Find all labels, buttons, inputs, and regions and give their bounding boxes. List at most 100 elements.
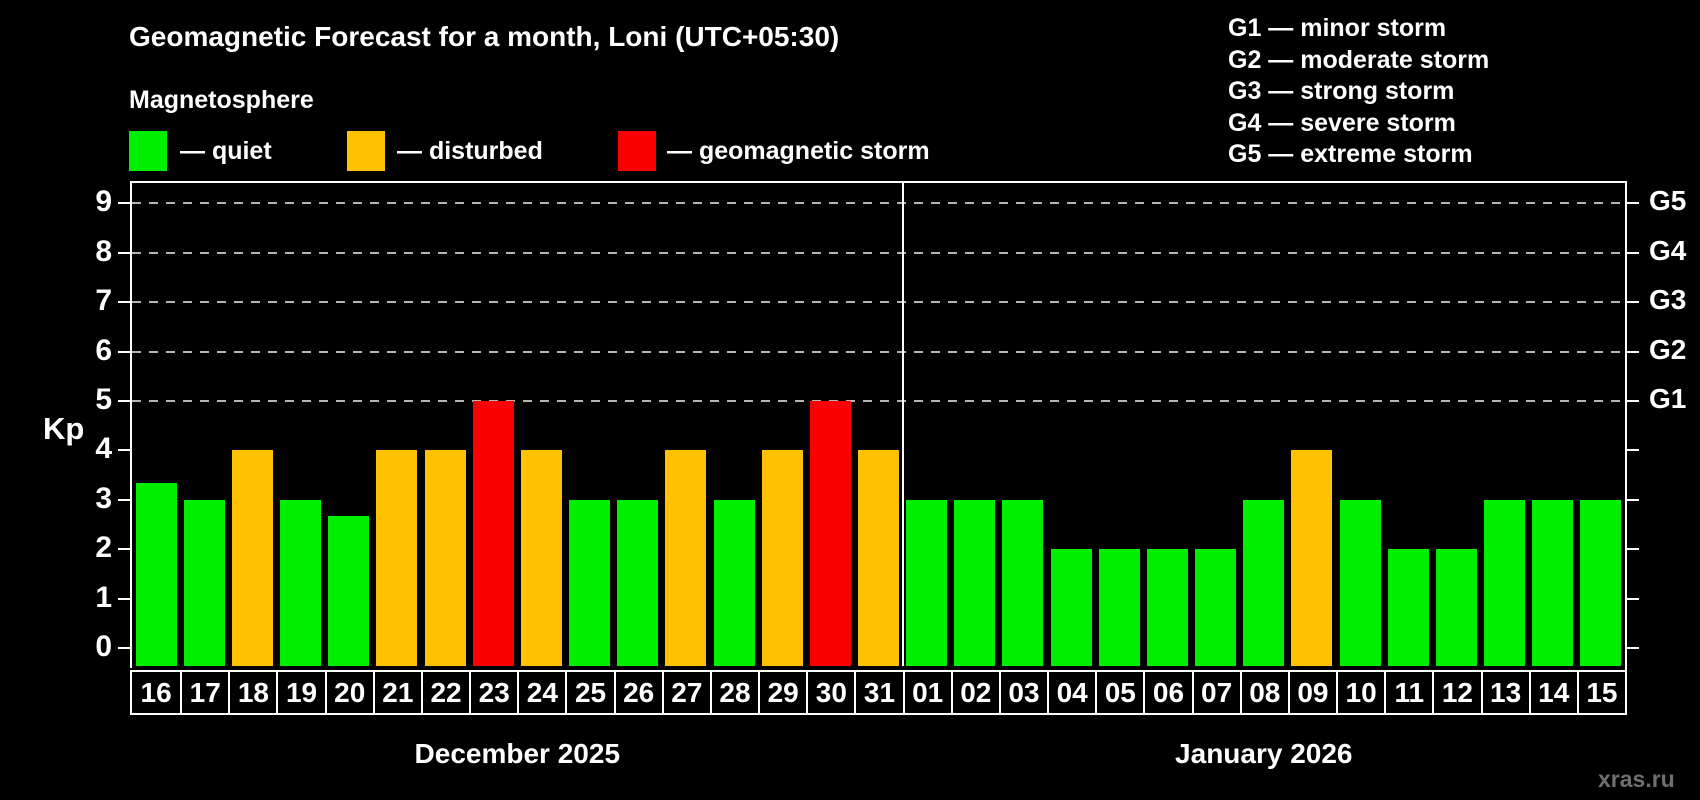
quiet-legend-label: — quiet bbox=[180, 137, 272, 165]
day-label-december-26: 26 bbox=[613, 672, 662, 713]
bar-december-29 bbox=[761, 450, 803, 666]
day-label-january-08: 08 bbox=[1239, 672, 1288, 713]
day-label-december-27: 27 bbox=[661, 672, 710, 713]
y-tick-label-7: 7 bbox=[95, 284, 112, 318]
y-tick-label-4: 4 bbox=[95, 432, 112, 466]
chart-title: Geomagnetic Forecast for a month, Loni (… bbox=[129, 21, 840, 52]
bar-january-08 bbox=[1243, 499, 1285, 666]
day-label-january-10: 10 bbox=[1336, 672, 1384, 713]
bar-december-26 bbox=[617, 499, 659, 666]
day-label-december-29: 29 bbox=[758, 672, 806, 713]
y-tick-left-6 bbox=[118, 350, 130, 353]
bar-december-31 bbox=[858, 450, 899, 666]
bar-january-11 bbox=[1387, 549, 1429, 666]
bar-december-21 bbox=[376, 450, 418, 666]
y-tick-right-6 bbox=[1627, 350, 1639, 353]
day-label-january-05: 05 bbox=[1095, 672, 1143, 713]
gridline-kp5 bbox=[132, 400, 1625, 402]
y-tick-left-5 bbox=[118, 400, 130, 402]
bar-january-06 bbox=[1146, 549, 1188, 666]
y-tick-label-5: 5 bbox=[95, 383, 112, 416]
disturbed-legend-label: — disturbed bbox=[397, 137, 543, 165]
day-label-december-30: 30 bbox=[806, 672, 854, 713]
day-label-december-16: 16 bbox=[140, 677, 172, 708]
y-tick-right-4 bbox=[1627, 449, 1639, 452]
bar-december-20 bbox=[328, 516, 370, 666]
day-label-december-23: 23 bbox=[469, 672, 517, 713]
gridline-kp8 bbox=[132, 251, 1625, 254]
bar-december-16 bbox=[135, 483, 177, 666]
y-tick-left-3 bbox=[118, 498, 130, 501]
y-tick-left-1 bbox=[118, 597, 130, 600]
bar-december-30 bbox=[809, 401, 851, 666]
day-label-january-12: 12 bbox=[1432, 672, 1480, 713]
day-label-december-19: 19 bbox=[276, 672, 324, 713]
day-label-january-13: 13 bbox=[1480, 672, 1529, 713]
storm-swatch-icon bbox=[618, 131, 656, 171]
bar-december-27 bbox=[665, 450, 707, 666]
day-label-january-14: 14 bbox=[1528, 672, 1577, 713]
y-tick-right-3 bbox=[1627, 498, 1639, 501]
y-tick-label-3: 3 bbox=[95, 481, 112, 515]
day-label-january-02: 02 bbox=[950, 672, 999, 713]
month-label: January 2026 bbox=[1175, 738, 1353, 769]
magnetosphere-legend-title: Magnetosphere bbox=[129, 86, 314, 114]
bar-january-14 bbox=[1532, 499, 1574, 666]
g5-legend-line: G5 — extreme storm bbox=[1228, 140, 1473, 168]
bar-january-03 bbox=[1002, 499, 1044, 666]
y-tick-label-9: 9 bbox=[95, 185, 112, 219]
day-label-january-15: 15 bbox=[1576, 672, 1625, 713]
y-axis-line bbox=[130, 181, 132, 668]
y-tick-left-9 bbox=[118, 202, 130, 205]
y-tick-label-1: 1 bbox=[95, 580, 112, 614]
quiet-swatch-icon bbox=[129, 131, 167, 171]
g3-legend-line: G3 — strong storm bbox=[1228, 77, 1455, 105]
bar-january-05 bbox=[1098, 549, 1140, 666]
day-label-december-25: 25 bbox=[565, 672, 613, 713]
day-label-january-01: 01 bbox=[902, 672, 951, 713]
bar-december-17 bbox=[183, 499, 225, 666]
y-tick-label-6: 6 bbox=[95, 333, 112, 367]
date-axis-row bbox=[130, 670, 1627, 715]
y-tick-label-2: 2 bbox=[95, 531, 112, 565]
y-tick-right-0 bbox=[1627, 647, 1639, 649]
day-label-january-03: 03 bbox=[998, 672, 1047, 713]
y-tick-left-4 bbox=[118, 449, 130, 452]
day-label-december-18: 18 bbox=[228, 672, 276, 713]
bar-december-23 bbox=[472, 401, 514, 666]
g-axis-label-G4: G4 bbox=[1649, 234, 1687, 266]
y-tick-left-8 bbox=[118, 251, 130, 254]
bar-january-07 bbox=[1195, 549, 1237, 666]
bar-december-18 bbox=[231, 450, 273, 666]
watermark: xras.ru bbox=[1598, 766, 1675, 792]
bar-january-10 bbox=[1339, 499, 1381, 666]
g-axis-label-G2: G2 bbox=[1649, 333, 1687, 365]
y-tick-left-7 bbox=[118, 301, 130, 304]
gridline-kp9 bbox=[132, 202, 1625, 205]
gridline-kp7 bbox=[132, 301, 1625, 304]
day-label-december-21: 21 bbox=[372, 672, 421, 713]
bar-january-15 bbox=[1580, 499, 1622, 666]
right-axis-line bbox=[1625, 181, 1627, 670]
bar-december-28 bbox=[713, 499, 755, 666]
month-label: December 2025 bbox=[414, 738, 621, 769]
disturbed-swatch-icon bbox=[347, 131, 385, 171]
day-label-december-24: 24 bbox=[517, 672, 565, 713]
gridline-kp6 bbox=[132, 350, 1625, 353]
storm-legend-label: — geomagnetic storm bbox=[667, 137, 930, 165]
bar-december-22 bbox=[424, 450, 466, 666]
y-tick-right-8 bbox=[1627, 251, 1639, 254]
y-tick-right-7 bbox=[1627, 301, 1639, 304]
g2-legend-line: G2 — moderate storm bbox=[1228, 45, 1490, 74]
day-label-january-07: 07 bbox=[1191, 672, 1240, 713]
bar-january-12 bbox=[1435, 549, 1477, 666]
g-axis-label-G1: G1 bbox=[1649, 383, 1687, 414]
bar-january-02 bbox=[954, 499, 996, 666]
day-label-december-20: 20 bbox=[324, 672, 373, 713]
y-tick-left-0 bbox=[118, 647, 130, 649]
day-label-december-22: 22 bbox=[420, 672, 469, 713]
g-axis-label-G3: G3 bbox=[1649, 284, 1687, 316]
g-axis-label-G5: G5 bbox=[1649, 185, 1687, 217]
day-label-december-17: 17 bbox=[180, 672, 228, 713]
